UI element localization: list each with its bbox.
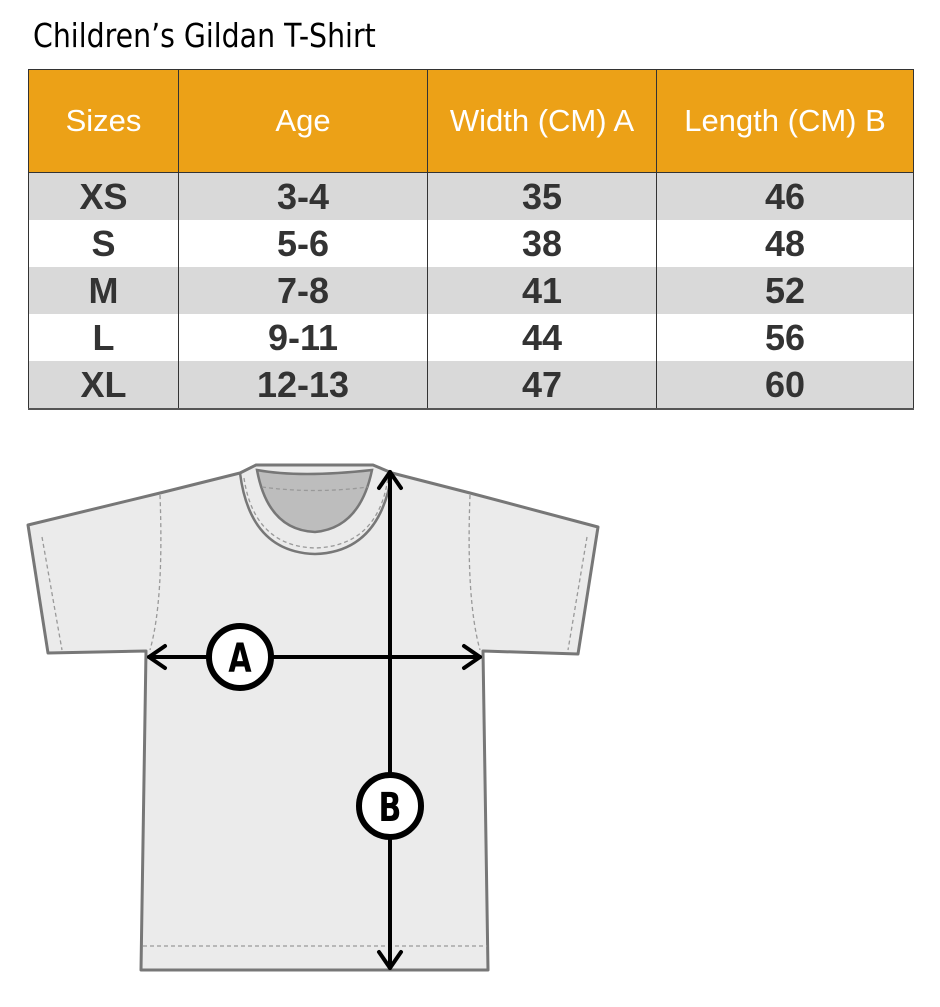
table-row: M 7-8 41 52 [28, 267, 914, 314]
measure-arrows [147, 470, 482, 970]
size-chart-table: Sizes Age Width (CM) A Length (CM) B XS 3… [28, 69, 914, 410]
cell-length: 46 [656, 172, 914, 220]
page-title: Children’s Gildan T-Shirt [33, 16, 376, 55]
table-row: S 5-6 38 48 [28, 220, 914, 267]
label-a-circle [206, 623, 274, 691]
cell-age: 12-13 [178, 361, 428, 410]
cell-width: 38 [427, 220, 657, 267]
collar-band [238, 472, 394, 556]
stitching [41, 477, 588, 947]
header-width: Width (CM) A [427, 69, 657, 173]
cell-age: 7-8 [178, 267, 428, 314]
header-sizes: Sizes [28, 69, 179, 173]
cell-width: 41 [427, 267, 657, 314]
header-length: Length (CM) B [656, 69, 914, 173]
label-b-circle [356, 772, 424, 840]
table-row: L 9-11 44 56 [28, 314, 914, 361]
cell-width: 47 [427, 361, 657, 410]
cell-age: 9-11 [178, 314, 428, 361]
tshirt-outline [26, 463, 600, 972]
label-b: B [379, 785, 402, 831]
cell-width: 35 [427, 172, 657, 220]
cell-size: XL [28, 361, 179, 410]
cell-size: XS [28, 172, 179, 220]
cell-age: 3-4 [178, 172, 428, 220]
cell-length: 60 [656, 361, 914, 410]
table-row: XS 3-4 35 46 [28, 172, 914, 220]
cell-size: S [28, 220, 179, 267]
collar-inner [255, 468, 374, 534]
cell-length: 56 [656, 314, 914, 361]
cell-size: M [28, 267, 179, 314]
cell-length: 48 [656, 220, 914, 267]
cell-length: 52 [656, 267, 914, 314]
table-row: XL 12-13 47 60 [28, 361, 914, 410]
cell-age: 5-6 [178, 220, 428, 267]
label-a: A [228, 636, 252, 682]
header-age: Age [178, 69, 428, 173]
cell-width: 44 [427, 314, 657, 361]
cell-size: L [28, 314, 179, 361]
table-header-row: Sizes Age Width (CM) A Length (CM) B [28, 69, 914, 173]
